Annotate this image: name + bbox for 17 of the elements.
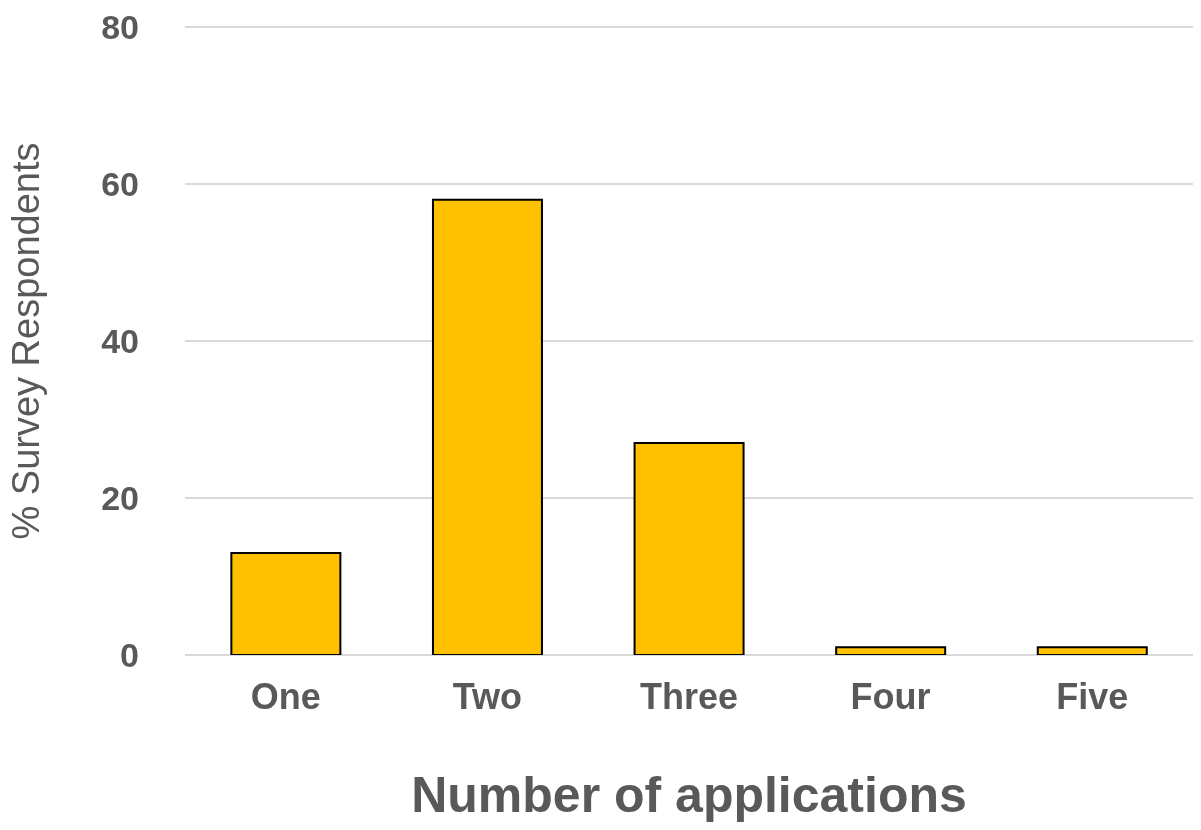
x-tick-label: Five	[1056, 675, 1129, 717]
x-axis-title: Number of applications	[411, 767, 967, 823]
bar	[230, 551, 342, 655]
x-tick-label: One	[250, 675, 321, 717]
bar	[633, 442, 745, 655]
y-tick-label: 20	[101, 479, 139, 518]
x-tick-label: Two	[452, 675, 523, 717]
x-tick-label: Four	[850, 675, 931, 717]
y-axis-title: % Survey Respondents	[5, 142, 48, 540]
bar	[835, 646, 947, 655]
y-tick-label: 60	[101, 165, 139, 204]
x-tick-label: Three	[639, 675, 739, 717]
bar	[431, 198, 543, 655]
bar	[1036, 646, 1148, 655]
y-tick-label: 0	[120, 636, 139, 675]
y-tick-label: 40	[101, 322, 139, 361]
y-tick-label: 80	[101, 8, 139, 47]
